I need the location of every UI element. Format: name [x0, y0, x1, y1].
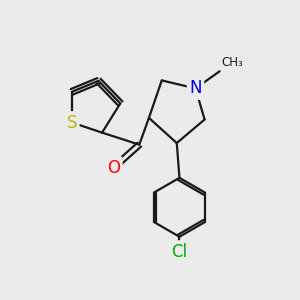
- Text: S: S: [67, 113, 77, 131]
- Text: Cl: Cl: [171, 243, 188, 261]
- Text: O: O: [107, 159, 120, 177]
- Text: CH₃: CH₃: [222, 56, 244, 69]
- Text: N: N: [189, 80, 202, 98]
